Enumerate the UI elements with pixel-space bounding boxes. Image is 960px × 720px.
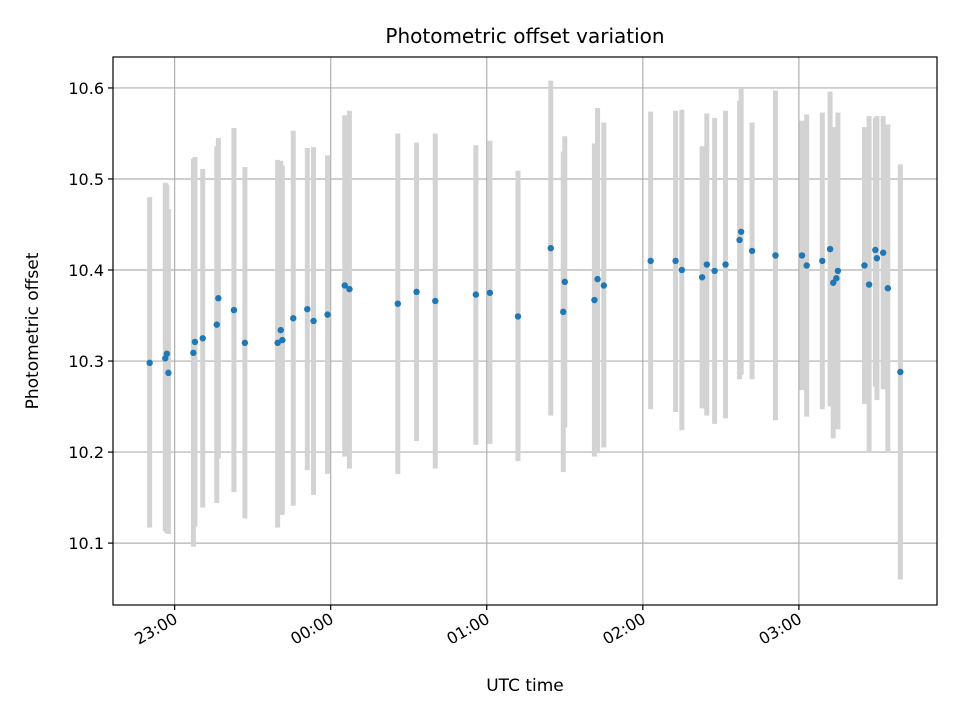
data-point-8 (215, 295, 222, 302)
y-tick-label-4: 10.5 (68, 170, 104, 189)
data-point-26 (547, 244, 554, 252)
data-point-9 (230, 306, 238, 314)
data-point-13 (279, 336, 286, 344)
data-point-7 (213, 321, 220, 328)
data-point-38 (722, 261, 729, 268)
data-point-53 (873, 254, 881, 262)
data-point-16 (310, 317, 317, 325)
plot-frame (112, 56, 938, 606)
data-point-56 (897, 368, 904, 376)
data-point-19 (346, 285, 353, 293)
data-point-30 (594, 275, 601, 283)
y-tick-label-5: 10.6 (68, 79, 104, 98)
data-point-27 (560, 308, 567, 316)
data-point-55 (884, 285, 892, 292)
y-axis-title: Photometric offset (23, 252, 43, 409)
data-points (146, 228, 904, 377)
y-axis-ticks: 10.1 10.2 10.3 10.4 10.5 10.6 (68, 79, 113, 553)
data-point-48 (833, 275, 840, 282)
data-point-37 (711, 267, 718, 275)
data-point-42 (772, 252, 779, 259)
data-point-47 (830, 279, 837, 286)
data-point-32 (647, 257, 654, 265)
chart-title: Photometric offset variation (385, 24, 664, 48)
y-tick-label-3: 10.4 (68, 261, 104, 280)
data-point-2 (163, 350, 171, 357)
data-point-28 (561, 278, 568, 286)
data-point-46 (826, 245, 834, 253)
data-point-18 (341, 282, 348, 289)
data-point-11 (274, 339, 281, 347)
data-point-40 (737, 228, 745, 235)
data-point-21 (413, 288, 420, 296)
data-point-36 (703, 261, 711, 268)
data-point-39 (736, 236, 743, 244)
data-point-3 (165, 369, 172, 377)
data-point-0 (146, 359, 153, 367)
data-point-5 (191, 338, 199, 346)
x-axis-title: UTC time (486, 676, 564, 696)
data-point-49 (834, 267, 842, 275)
data-point-41 (748, 247, 756, 255)
y-tick-label-1: 10.2 (68, 443, 104, 462)
data-point-51 (865, 281, 873, 288)
data-point-31 (600, 282, 608, 289)
data-point-43 (798, 252, 806, 259)
data-point-29 (591, 296, 598, 304)
data-point-34 (678, 266, 686, 274)
data-point-44 (803, 262, 810, 269)
y-tick-label-2: 10.3 (68, 352, 104, 371)
data-point-54 (879, 249, 887, 256)
data-point-20 (394, 300, 402, 307)
data-point-14 (290, 315, 297, 322)
y-tick-label-0: 10.1 (68, 534, 104, 553)
data-point-24 (486, 289, 494, 296)
data-point-23 (472, 291, 480, 298)
data-point-22 (432, 297, 439, 305)
data-point-33 (672, 257, 679, 265)
data-point-12 (277, 326, 284, 334)
data-point-6 (199, 335, 206, 342)
data-point-17 (324, 311, 331, 318)
data-point-45 (819, 257, 826, 265)
data-point-25 (514, 313, 522, 320)
data-point-35 (698, 274, 706, 281)
data-point-10 (241, 339, 249, 347)
data-point-4 (190, 349, 197, 357)
data-point-15 (304, 305, 311, 313)
data-point-52 (872, 246, 879, 254)
data-point-50 (861, 262, 868, 269)
